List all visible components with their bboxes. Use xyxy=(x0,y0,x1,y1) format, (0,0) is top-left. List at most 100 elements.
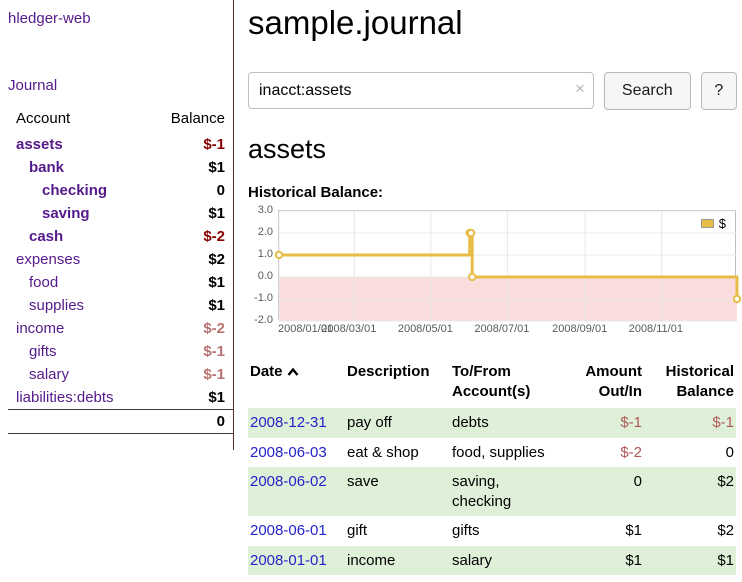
main-content: sample.journal × Search ? assets Histori… xyxy=(235,0,742,582)
register-balance: $2 xyxy=(644,467,736,517)
account-row: food $1 xyxy=(8,271,233,294)
x-tick-label: 2008/03/01 xyxy=(321,322,377,335)
account-row: saving $1 xyxy=(8,202,233,225)
chart-title: Historical Balance: xyxy=(248,183,384,201)
account-link-supplies[interactable]: supplies xyxy=(29,297,85,314)
register-date-link[interactable]: 2008-06-01 xyxy=(250,522,327,540)
account-row: liabilities:debts $1 xyxy=(8,386,233,410)
account-link-expenses[interactable]: expenses xyxy=(16,251,81,268)
account-link-income[interactable]: income xyxy=(16,320,65,337)
search-input[interactable] xyxy=(248,72,594,110)
sort-ascending-icon xyxy=(287,367,298,376)
account-balance: $-2 xyxy=(203,228,225,245)
y-tick-label: 1.0 xyxy=(257,247,273,260)
account-balance: $1 xyxy=(208,205,225,222)
account-balance: $1 xyxy=(208,297,225,314)
account-row: bank $1 xyxy=(8,156,233,179)
chart-x-axis: 2008/01/01 2008/03/01 2008/05/01 2008/07/01… xyxy=(278,320,736,338)
register-description: save xyxy=(345,467,450,517)
accounts-header-account: Account xyxy=(16,110,71,127)
register-date-link[interactable]: 2008-06-02 xyxy=(250,473,327,491)
account-row: checking 0 xyxy=(8,179,233,202)
account-link-assets[interactable]: assets xyxy=(16,136,63,153)
account-link-cash[interactable]: cash xyxy=(29,228,64,245)
clear-search-icon[interactable]: × xyxy=(574,79,585,99)
register-row: 2008-01-01 income salary $1 $1 xyxy=(248,545,736,576)
account-balance: $-1 xyxy=(203,136,225,153)
register-description: pay off xyxy=(345,408,450,438)
chart-legend: $ xyxy=(696,214,730,232)
register-description: gift xyxy=(347,522,368,540)
register-accounts: saving, checking xyxy=(450,467,578,517)
account-link-liabilities-debts[interactable]: liabilities:debts xyxy=(16,389,114,406)
account-balance: $-1 xyxy=(203,343,225,360)
register-row: 2008-12-31 pay off debts $-1 $-1 xyxy=(248,408,736,438)
account-link-food[interactable]: food xyxy=(29,274,59,291)
account-link-saving[interactable]: saving xyxy=(42,205,90,222)
account-link-bank[interactable]: bank xyxy=(29,159,65,176)
y-tick-label: 3.0 xyxy=(257,203,273,216)
account-link-checking[interactable]: checking xyxy=(42,182,108,199)
account-row: supplies $1 xyxy=(8,294,233,317)
register-accounts: food, supplies xyxy=(452,443,545,461)
register-balance: 0 xyxy=(725,443,734,461)
sidebar-journal-link[interactable]: Journal xyxy=(8,77,58,94)
register-header-amount: Amount Out/In xyxy=(585,362,642,401)
register-header-balance: Historical Balance xyxy=(665,362,734,401)
search-box: × xyxy=(248,72,594,110)
register-accounts: debts xyxy=(450,408,578,438)
register-accounts: salary xyxy=(450,545,578,576)
account-link-salary[interactable]: salary xyxy=(29,366,70,383)
register-amount: $1 xyxy=(625,522,642,540)
register-amount: $1 xyxy=(578,545,644,576)
account-balance: $-2 xyxy=(203,320,225,337)
account-row: gifts $-1 xyxy=(8,340,233,363)
header-date-label: Date xyxy=(250,362,283,380)
y-tick-label: 0.0 xyxy=(257,269,273,282)
register-table: Date Description To/From Account(s) Amou… xyxy=(248,360,736,576)
x-tick-label: 2008/07/01 xyxy=(474,322,530,335)
accounts-total: 0 xyxy=(143,409,233,434)
search-button[interactable]: Search xyxy=(603,71,691,110)
register-date-link[interactable]: 2008-01-01 xyxy=(250,551,327,569)
register-row: 2008-06-01 gift gifts $1 $2 xyxy=(248,516,736,546)
account-row: cash $-2 xyxy=(8,225,233,248)
register-row: 2008-06-02 save saving, checking 0 $2 xyxy=(248,467,736,517)
x-tick-label: 2008/09/01 xyxy=(552,322,608,335)
legend-swatch-icon xyxy=(700,218,714,228)
account-balance: 0 xyxy=(216,182,225,199)
chart-y-axis: 3.0 2.0 1.0 0.0 -1.0 -2.0 xyxy=(248,204,278,326)
register-header-row: Date Description To/From Account(s) Amou… xyxy=(248,360,736,409)
balance-chart: 3.0 2.0 1.0 0.0 -1.0 -2.0 $ 2008/01/01 2008/03… xyxy=(248,204,742,338)
account-balance: $2 xyxy=(208,251,225,268)
register-balance: $-1 xyxy=(644,408,736,438)
section-title: assets xyxy=(248,133,327,164)
help-button[interactable]: ? xyxy=(700,71,737,110)
x-tick-label: 2008/01/01 xyxy=(278,322,334,335)
accounts-table: Account Balance assets $-1 bank $1 check… xyxy=(8,106,233,434)
account-balance: $1 xyxy=(208,159,225,176)
account-balance: $1 xyxy=(208,274,225,291)
account-row: income $-2 xyxy=(8,317,233,340)
account-balance: $-1 xyxy=(203,366,225,383)
register-description: income xyxy=(345,545,450,576)
accounts-header-balance: Balance xyxy=(170,110,225,127)
app-title-link[interactable]: hledger-web xyxy=(8,10,91,27)
legend-label: $ xyxy=(718,215,726,231)
account-row: salary $-1 xyxy=(8,363,233,386)
register-row: 2008-06-03 eat & shop food, supplies $-2… xyxy=(248,438,736,468)
accounts-total-row: 0 xyxy=(8,409,233,434)
register-date-link[interactable]: 2008-06-03 xyxy=(250,443,327,461)
register-header-date[interactable]: Date xyxy=(248,360,345,409)
y-tick-label: 2.0 xyxy=(257,225,273,238)
balance-chart-plot xyxy=(274,209,742,322)
account-balance: $1 xyxy=(208,389,225,406)
register-date-link[interactable]: 2008-12-31 xyxy=(250,414,327,432)
page-title: sample.journal xyxy=(248,4,463,41)
register-description: eat & shop xyxy=(347,443,419,461)
register-amount: 0 xyxy=(578,467,644,517)
register-amount: $-2 xyxy=(620,443,642,461)
account-link-gifts[interactable]: gifts xyxy=(29,343,57,360)
register-balance: $2 xyxy=(717,522,734,540)
register-balance: $1 xyxy=(644,545,736,576)
